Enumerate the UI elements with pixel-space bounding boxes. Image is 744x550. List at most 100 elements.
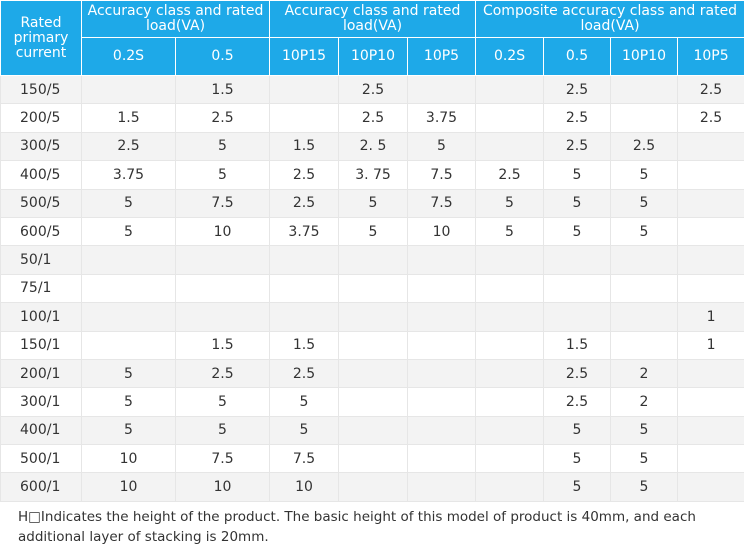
accuracy-class-header-2: Accuracy class and rated load(VA) <box>268 0 477 38</box>
load-value-cell <box>338 330 408 360</box>
height-note: H□Indicates the height of the product. T… <box>18 508 696 545</box>
load-value-cell <box>269 103 339 133</box>
rated-current-cell: 400/5 <box>0 160 82 190</box>
rated-current-cell: 150/5 <box>0 74 82 105</box>
load-value-cell <box>81 330 176 360</box>
load-value-cell: 5 <box>175 415 270 446</box>
load-value-cell <box>677 160 744 190</box>
load-value-cell <box>677 131 744 162</box>
rated-current-cell: 600/1 <box>0 472 82 502</box>
table-body: 150/5 1.5 2.5 2.5 2.5 200/5 1.5 2.5 2.5 3.75 2.5 2.… <box>0 74 744 502</box>
load-value-cell <box>175 273 270 304</box>
load-value-cell: 7.5 <box>406 188 477 218</box>
load-value-cell: 3.75 <box>81 160 176 190</box>
rated-current-cell: 600/5 <box>0 216 82 247</box>
load-value-cell: 2.5 <box>338 74 408 105</box>
load-value-cell: 5 <box>543 160 612 190</box>
load-value-cell: 5 <box>81 358 176 389</box>
load-value-cell: 1 <box>677 330 744 360</box>
load-value-cell: 5 <box>543 216 612 247</box>
load-value-cell <box>269 245 339 275</box>
load-value-cell: 2.5 <box>269 358 339 389</box>
load-value-cell: 5 <box>610 415 679 446</box>
rated-current-cell: 100/1 <box>0 302 82 332</box>
rated-current-cell: 200/1 <box>0 358 82 389</box>
header-row-groups: Rated primary current Accuracy class and… <box>0 0 744 76</box>
load-value-cell <box>338 444 408 474</box>
load-value-cell: 1.5 <box>81 103 176 133</box>
load-value-cell <box>406 444 477 474</box>
load-value-cell <box>610 103 679 133</box>
load-value-cell: 5 <box>543 188 612 218</box>
load-value-cell <box>81 273 176 304</box>
load-value-cell <box>338 358 408 389</box>
table-row: 150/5 1.5 2.5 2.5 2.5 <box>0 74 744 105</box>
load-value-cell <box>269 302 339 332</box>
load-value-cell: 5 <box>175 160 270 190</box>
load-value-cell: 1.5 <box>175 330 270 360</box>
load-value-cell: 3.75 <box>269 216 339 247</box>
rated-current-cell: 500/5 <box>0 188 82 218</box>
load-value-cell <box>475 245 545 275</box>
load-value-cell <box>338 302 408 332</box>
header-row-subcolumns: 0.2S 0.5 10P15 10P10 10P5 0.2S 0.5 10P10… <box>1 37 744 76</box>
load-value-cell <box>677 387 744 417</box>
load-value-cell: 10 <box>175 216 270 247</box>
load-value-cell: 2.5 <box>543 387 612 417</box>
load-value-cell: 10 <box>406 216 477 247</box>
load-value-cell: 5 <box>81 216 176 247</box>
load-value-cell: 2.5 <box>677 103 744 133</box>
load-value-cell <box>475 74 545 105</box>
load-value-cell: 5 <box>338 188 408 218</box>
load-value-cell <box>610 245 679 275</box>
accuracy-class-header-1: Accuracy class and rated load(VA) <box>81 0 270 38</box>
specification-table: Rated primary current Accuracy class and… <box>0 0 744 502</box>
load-value-cell <box>338 415 408 446</box>
load-value-cell: 1.5 <box>175 74 270 105</box>
load-value-cell <box>610 74 679 105</box>
table-row: 600/5 5 10 3.75 5 10 5 5 5 <box>0 216 744 247</box>
table-row: 75/1 <box>0 273 744 304</box>
load-value-cell <box>406 273 477 304</box>
load-value-cell <box>475 444 545 474</box>
subheader-composite-0-5: 0.5 <box>543 37 612 76</box>
load-value-cell: 2.5 <box>677 74 744 105</box>
load-value-cell <box>406 415 477 446</box>
table-row: 400/1 5 5 5 5 5 <box>0 415 744 446</box>
load-value-cell <box>677 472 744 502</box>
load-value-cell <box>475 302 545 332</box>
load-value-cell <box>406 387 477 417</box>
load-value-cell <box>175 245 270 275</box>
table-row: 200/5 1.5 2.5 2.5 3.75 2.5 2.5 <box>0 103 744 133</box>
load-value-cell: 1 <box>677 302 744 332</box>
table-row: 300/1 5 5 5 2.5 2 <box>0 387 744 417</box>
table-row: 600/1 10 10 10 5 5 <box>0 472 744 502</box>
load-value-cell <box>406 358 477 389</box>
rated-primary-current-header: Rated primary current <box>0 0 82 76</box>
rated-current-cell: 300/1 <box>0 387 82 417</box>
load-value-cell: 1.5 <box>269 330 339 360</box>
load-value-cell <box>543 245 612 275</box>
load-value-cell: 5 <box>81 415 176 446</box>
load-value-cell: 2.5 <box>175 103 270 133</box>
subheader-10p5: 10P5 <box>406 37 477 76</box>
load-value-cell <box>406 302 477 332</box>
load-value-cell: 5 <box>475 188 545 218</box>
load-value-cell: 5 <box>610 160 679 190</box>
load-value-cell <box>475 358 545 389</box>
load-value-cell <box>475 415 545 446</box>
load-value-cell <box>543 302 612 332</box>
load-value-cell: 2.5 <box>543 74 612 105</box>
load-value-cell: 2.5 <box>269 160 339 190</box>
load-value-cell <box>475 103 545 133</box>
load-value-cell <box>338 245 408 275</box>
load-value-cell <box>81 302 176 332</box>
load-value-cell <box>677 216 744 247</box>
load-value-cell: 5 <box>269 415 339 446</box>
load-value-cell: 10 <box>269 472 339 502</box>
load-value-cell <box>475 330 545 360</box>
load-value-cell <box>475 472 545 502</box>
rated-current-cell: 50/1 <box>0 245 82 275</box>
load-value-cell: 5 <box>175 387 270 417</box>
load-value-cell: 5 <box>543 415 612 446</box>
